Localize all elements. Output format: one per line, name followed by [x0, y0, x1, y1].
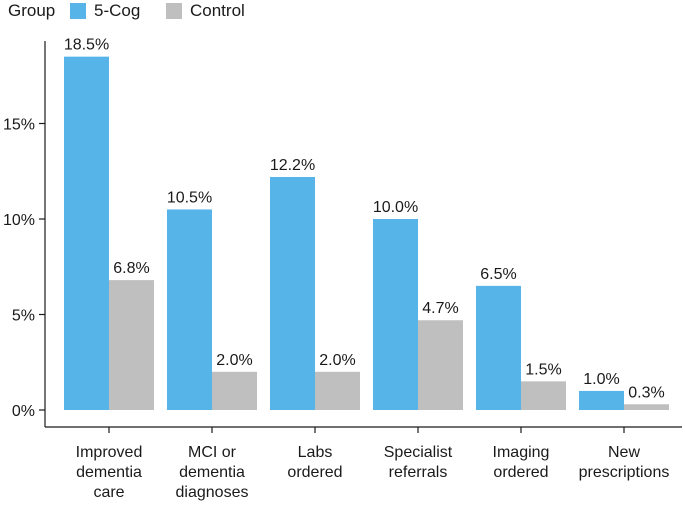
x-tick-label: dementia: [179, 464, 245, 481]
y-tick-label: 5%: [12, 308, 35, 325]
x-tick-label: ordered: [287, 464, 342, 481]
legend: Group 5-Cog Control: [8, 1, 245, 20]
data-label: 18.5%: [64, 37, 109, 54]
x-tick-label: referrals: [389, 464, 448, 481]
data-label: 10.0%: [373, 199, 418, 216]
bar-5-cog: [373, 219, 418, 410]
y-tick-label: 0%: [12, 403, 35, 420]
bar-control: [521, 381, 566, 410]
data-label: 1.5%: [525, 361, 561, 378]
x-tick-label: prescriptions: [579, 464, 670, 481]
bar-control: [418, 320, 463, 410]
bars: [64, 56, 669, 411]
x-tick-label: dementia: [76, 464, 142, 481]
x-tick-label: Imaging: [493, 444, 550, 461]
x-tick-label: Specialist: [384, 444, 453, 461]
bar-5-cog: [270, 176, 315, 410]
data-label: 10.5%: [167, 189, 212, 206]
legend-swatch-control: [166, 3, 182, 19]
legend-label-5-cog: 5-Cog: [94, 1, 140, 20]
data-label: 2.0%: [216, 352, 252, 369]
x-tick-label: New: [608, 444, 640, 461]
data-labels: 18.5% 6.8% 10.5% 2.0% 12.2% 2.0% 10.0% 4.7% 6.5%…: [64, 37, 665, 402]
data-label: 2.0%: [319, 352, 355, 369]
bar-5-cog: [579, 390, 624, 410]
data-label: 4.7%: [422, 300, 458, 317]
x-tick-label: MCI or: [188, 444, 237, 461]
bar-control: [624, 404, 669, 410]
x-tick-label: care: [93, 484, 124, 501]
x-tick-label: Labs: [298, 444, 333, 461]
bar-5-cog: [167, 209, 212, 410]
bar-control: [212, 371, 257, 410]
legend-title: Group: [8, 1, 55, 20]
axes: 0% 5% 10% 15% Improved dementia care MCI or deme…: [3, 41, 682, 501]
data-label: 0.3%: [628, 384, 664, 401]
bar-control: [315, 371, 360, 410]
y-tick-label: 10%: [3, 212, 35, 229]
bar-5-cog: [64, 56, 109, 411]
x-tick-label: diagnoses: [176, 484, 249, 501]
bar-5-cog: [476, 285, 521, 410]
data-label: 12.2%: [270, 157, 315, 174]
legend-label-control: Control: [190, 1, 245, 20]
y-tick-label: 15%: [3, 117, 35, 134]
x-tick-label: Improved: [76, 444, 143, 461]
data-label: 6.8%: [113, 260, 149, 277]
data-label: 6.5%: [480, 266, 516, 283]
data-label: 1.0%: [583, 371, 619, 388]
legend-swatch-5-cog: [70, 3, 86, 19]
x-tick-label: ordered: [493, 464, 548, 481]
bar-control: [109, 280, 154, 410]
